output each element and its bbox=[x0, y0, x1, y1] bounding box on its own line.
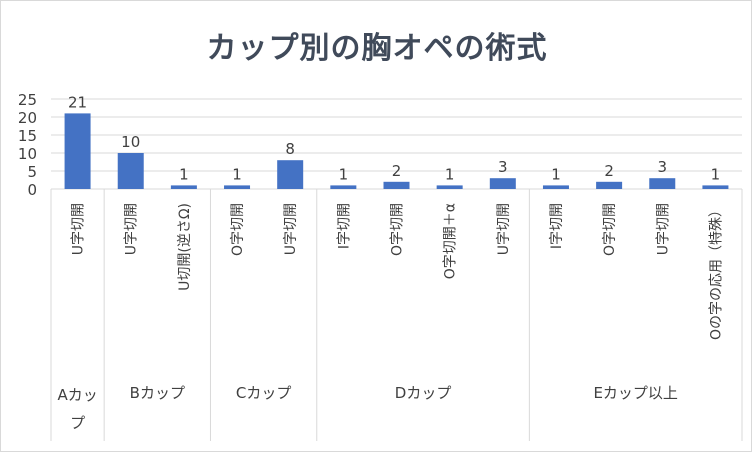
category-label: U切開(逆さΩ) bbox=[177, 203, 193, 291]
data-label: 1 bbox=[339, 165, 349, 183]
bar bbox=[489, 178, 516, 189]
bar bbox=[436, 185, 463, 189]
category-label: I字切開 bbox=[549, 203, 565, 249]
bar bbox=[277, 160, 304, 189]
category-label: O字切開 bbox=[230, 203, 246, 256]
chart-title: カップ別の胸オペの術式 bbox=[206, 31, 548, 66]
y-tick-label: 15 bbox=[18, 127, 37, 145]
group-label: Cカップ bbox=[236, 384, 291, 402]
bar bbox=[649, 178, 676, 189]
bar bbox=[224, 185, 251, 189]
category-label: U字切開 bbox=[71, 203, 87, 255]
bar bbox=[170, 185, 197, 189]
category-label: U字切開 bbox=[655, 203, 671, 255]
data-label: 2 bbox=[392, 162, 402, 180]
y-tick-label: 5 bbox=[27, 163, 37, 181]
y-tick-label: 10 bbox=[18, 145, 37, 163]
y-tick-label: 20 bbox=[18, 109, 37, 127]
data-label: 1 bbox=[445, 165, 455, 183]
data-label: 3 bbox=[657, 158, 667, 176]
category-label: U字切開 bbox=[496, 203, 512, 255]
y-tick-label: 0 bbox=[27, 181, 37, 199]
data-label: 1 bbox=[551, 165, 561, 183]
data-label: 21 bbox=[68, 93, 87, 111]
bar bbox=[542, 185, 569, 189]
category-label: U字切開 bbox=[124, 203, 140, 255]
bar bbox=[383, 181, 410, 189]
category-label: O字切開＋α bbox=[443, 203, 459, 279]
category-label: U字切開 bbox=[283, 203, 299, 255]
bar bbox=[596, 181, 623, 189]
data-label: 3 bbox=[498, 158, 508, 176]
category-label: O字切開 bbox=[602, 203, 618, 256]
data-label: 10 bbox=[121, 133, 140, 151]
group-label: Eカップ以上 bbox=[593, 384, 677, 402]
data-label: 2 bbox=[604, 162, 614, 180]
group-label: Aカップ bbox=[57, 386, 97, 432]
group-label: Bカップ bbox=[130, 384, 185, 402]
bar bbox=[702, 185, 729, 189]
group-label: Dカップ bbox=[395, 384, 452, 402]
data-label: 1 bbox=[179, 165, 189, 183]
data-label: 1 bbox=[232, 165, 242, 183]
category-label: I字切開 bbox=[336, 203, 352, 249]
data-label: 1 bbox=[711, 165, 721, 183]
data-label: 8 bbox=[285, 140, 295, 158]
y-tick-label: 25 bbox=[18, 91, 37, 109]
bar bbox=[64, 113, 91, 189]
bar bbox=[330, 185, 357, 189]
bar bbox=[117, 153, 144, 189]
category-label: O字切開 bbox=[390, 203, 406, 256]
category-label: Oの字の応用（特殊） bbox=[708, 203, 724, 340]
